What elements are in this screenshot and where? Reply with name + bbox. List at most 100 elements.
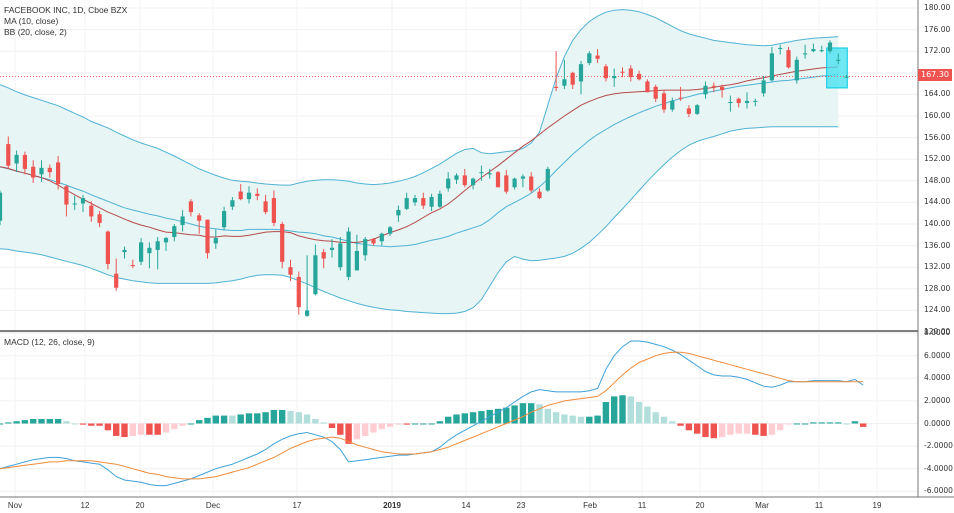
macd-histogram-bar: [386, 423, 394, 427]
candle-body: [595, 55, 600, 59]
price-axis-tick-label: 180.00: [924, 3, 951, 12]
candle-body: [354, 251, 359, 271]
macd-histogram-bar: [752, 423, 759, 435]
macd-histogram-bar: [154, 423, 161, 435]
macd-histogram-bar: [204, 417, 211, 424]
candle-body: [603, 66, 608, 79]
candle-body: [329, 247, 335, 250]
time-axis-tick-label: Nov: [7, 501, 23, 510]
macd-histogram-bar: [71, 423, 78, 425]
macd-histogram-bar: [337, 423, 344, 435]
candle-body: [437, 193, 442, 207]
macd-legend[interactable]: MACD (12, 26, close, 9): [4, 337, 95, 347]
macd-axis-tick-label: -4.0000: [924, 463, 953, 473]
macd-histogram-bar: [13, 421, 20, 424]
candle-body: [180, 216, 185, 226]
macd-histogram-bar: [370, 423, 377, 433]
time-axis-tick-label: 17: [292, 501, 302, 510]
macd-histogram-bar: [295, 412, 302, 424]
candle-body: [346, 231, 351, 277]
candle-body: [827, 42, 833, 52]
macd-histogram-bar: [21, 420, 29, 424]
macd-histogram-bar: [113, 423, 120, 436]
macd-histogram-bar: [785, 423, 792, 425]
macd-histogram-bar: [345, 423, 352, 444]
candle-body: [222, 211, 227, 228]
candle-body: [578, 64, 584, 82]
time-axis-tick-label: Feb: [583, 501, 597, 510]
candle-body: [753, 100, 758, 102]
macd-histogram-bar: [445, 416, 452, 424]
macd-histogram-bar: [694, 423, 701, 434]
candle-body: [412, 198, 418, 203]
macd-axis-tick-label: 8.0000: [924, 328, 951, 338]
candle-body: [794, 59, 799, 81]
macd-histogram-bar: [270, 409, 278, 424]
macd-histogram-bar: [685, 423, 693, 431]
price-axis-tick-label: 160.00: [924, 111, 951, 120]
macd-histogram-bar: [129, 423, 136, 436]
candle-body: [97, 214, 102, 223]
candle-body: [637, 73, 642, 80]
macd-histogram-bar: [644, 406, 651, 424]
macd-histogram-bar: [469, 412, 477, 424]
macd-histogram-bar: [411, 423, 419, 425]
price-axis-tick-label: 124.00: [924, 305, 951, 315]
macd-histogram-bar: [561, 414, 568, 424]
bb-legend[interactable]: BB (20, close, 2): [4, 27, 67, 37]
candle-body: [371, 239, 376, 244]
macd-histogram-bar: [104, 423, 112, 431]
macd-histogram-bar: [461, 413, 468, 424]
candle-body: [612, 76, 617, 79]
candle-body: [130, 265, 135, 267]
candle-body: [39, 167, 44, 175]
macd-histogram-bar: [735, 423, 742, 434]
macd-histogram-bar: [826, 422, 834, 424]
macd-histogram-bar: [793, 423, 800, 425]
macd-histogram-bar: [362, 423, 369, 436]
candle-body: [844, 76, 849, 78]
bollinger-band-fill: [0, 9, 839, 314]
macd-histogram-bar: [179, 423, 186, 426]
macd-histogram-bar: [420, 423, 427, 425]
candle-body: [197, 215, 202, 221]
candle-body: [14, 154, 19, 164]
time-axis-tick-label: 20: [135, 501, 145, 510]
macd-histogram-bar: [187, 423, 195, 425]
macd-histogram-bar: [544, 408, 551, 424]
price-axis-tick-label: 144.00: [924, 197, 951, 207]
macd-pane: [0, 340, 867, 487]
highlight-box: [826, 47, 848, 89]
candle-body: [47, 167, 52, 173]
candle-body: [446, 178, 451, 189]
time-axis-tick-label: 11: [637, 501, 647, 510]
candle-body: [653, 86, 658, 99]
candle-body: [230, 200, 235, 207]
candle-body: [6, 144, 11, 166]
time-axis-tick-label: Mar: [755, 501, 769, 510]
candle-body: [363, 239, 368, 256]
candle-body: [736, 98, 741, 104]
candle-body: [122, 249, 127, 253]
macd-histogram-bar: [478, 411, 485, 424]
candle-body: [271, 198, 276, 223]
macd-histogram-bar: [428, 423, 435, 425]
bb-area: [0, 9, 839, 314]
macd-axis-tick-label: 0.0000: [924, 418, 951, 428]
macd-histogram-bar: [220, 415, 228, 424]
macd-histogram-bar: [320, 422, 327, 424]
candle-body: [628, 68, 633, 78]
macd-histogram-bar: [843, 423, 850, 425]
price-axis-tick-label: 136.00: [924, 240, 951, 250]
macd-histogram-bar: [237, 414, 244, 424]
candle-body: [711, 85, 716, 87]
ma-legend[interactable]: MA (10, close): [4, 16, 59, 26]
candle-body: [695, 105, 700, 114]
macd-histogram-bar: [519, 403, 527, 424]
candle-body: [670, 100, 675, 110]
candle-body: [537, 191, 542, 199]
macd-histogram-bar: [395, 423, 402, 425]
price-axis-tick-label: 152.00: [924, 154, 951, 164]
macd-histogram-bar: [494, 408, 502, 424]
